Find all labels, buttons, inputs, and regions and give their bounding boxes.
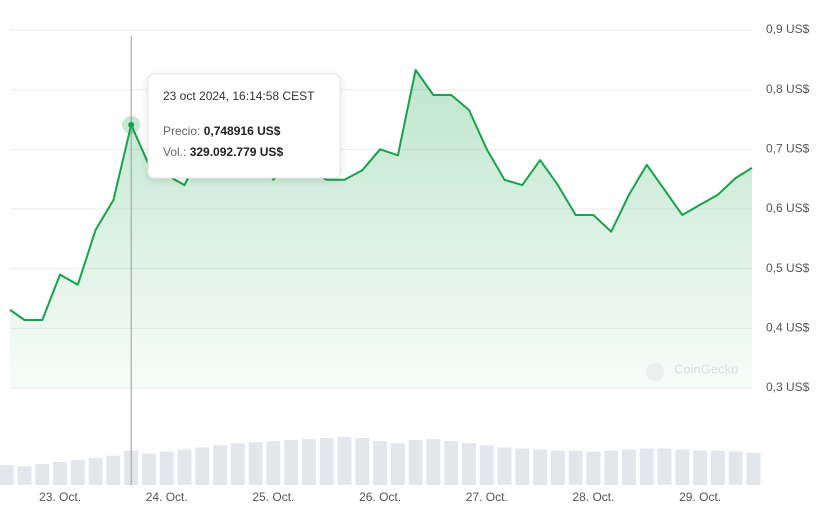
tooltip: 23 oct 2024, 16:14:58 CEST Precio: 0,7489…: [147, 73, 341, 179]
volume-bar: [586, 451, 601, 485]
volume-bar: [515, 448, 530, 485]
tooltip-volume: Vol.: 329.092.779 US$: [163, 145, 283, 159]
volume-bar: [497, 447, 512, 485]
watermark-logo: [646, 363, 664, 381]
price-area: [10, 70, 752, 388]
x-tick-label: 26. Oct.: [359, 490, 401, 504]
volume-bar: [675, 449, 690, 485]
volume-bar: [657, 448, 672, 485]
x-tick-label: 23. Oct.: [39, 490, 81, 504]
volume-bar: [35, 464, 50, 485]
volume-bar: [195, 447, 210, 485]
volume-bar: [0, 465, 14, 485]
volume-bar: [301, 439, 316, 485]
volume-bar: [568, 450, 583, 485]
y-tick-label: 0,8 US$: [766, 82, 810, 96]
volume-bar: [266, 441, 281, 485]
tooltip-price-value: 0,748916 US$: [204, 124, 281, 138]
tooltip-box: [147, 73, 341, 179]
volume-bar: [337, 437, 352, 485]
volume-bar: [533, 449, 548, 485]
volume-bar: [141, 453, 156, 485]
tooltip-date: 23 oct 2024, 16:14:58 CEST: [163, 89, 315, 103]
volume-bar: [639, 448, 654, 485]
volume-bar: [70, 459, 85, 485]
y-tick-label: 0,6 US$: [766, 201, 810, 215]
volume-bar: [106, 455, 121, 485]
volume-bar: [728, 451, 743, 485]
volume-bar: [213, 445, 228, 485]
tooltip-price-label: Precio:: [163, 124, 200, 138]
volume-bar: [88, 457, 103, 485]
volume-bar: [248, 442, 263, 485]
tooltip-price: Precio: 0,748916 US$: [163, 124, 281, 138]
volume-bar: [390, 443, 405, 485]
y-tick-label: 0,4 US$: [766, 321, 810, 335]
x-tick-label: 27. Oct.: [466, 490, 508, 504]
volume-bar: [177, 449, 192, 485]
volume-bar: [710, 450, 725, 485]
volume-bar: [319, 438, 334, 485]
y-tick-label: 0,9 US$: [766, 22, 810, 36]
volume-bar: [284, 440, 299, 485]
volume-bar: [444, 441, 459, 485]
x-tick-label: 29. Oct.: [679, 490, 721, 504]
volume-bar: [604, 450, 619, 485]
y-tick-label: 0,3 US$: [766, 380, 810, 394]
x-tick-label: 28. Oct.: [572, 490, 614, 504]
watermark: CoinGecko: [674, 361, 738, 376]
volume-bar: [693, 450, 708, 485]
y-tick-label: 0,5 US$: [766, 261, 810, 275]
volume-bar: [53, 462, 68, 485]
tooltip-volume-value: 329.092.779 US$: [190, 145, 284, 159]
x-tick-label: 24. Oct.: [146, 490, 188, 504]
x-tick-label: 25. Oct.: [252, 490, 294, 504]
volume-bar: [550, 450, 565, 485]
volume-bar: [373, 441, 388, 485]
tooltip-volume-label: Vol.:: [163, 145, 186, 159]
volume-bar: [159, 451, 174, 485]
volume-bar: [479, 445, 494, 485]
volume-bar: [17, 466, 32, 485]
volume-bar: [622, 449, 636, 485]
volume-bar: [408, 440, 423, 485]
y-tick-label: 0,7 US$: [766, 142, 810, 156]
volume-bar: [746, 452, 761, 485]
volume-bar: [355, 438, 370, 485]
volume-bar: [461, 443, 476, 485]
volume-bar: [230, 443, 245, 485]
hover-point: [128, 121, 135, 128]
volume-bar: [426, 439, 441, 485]
